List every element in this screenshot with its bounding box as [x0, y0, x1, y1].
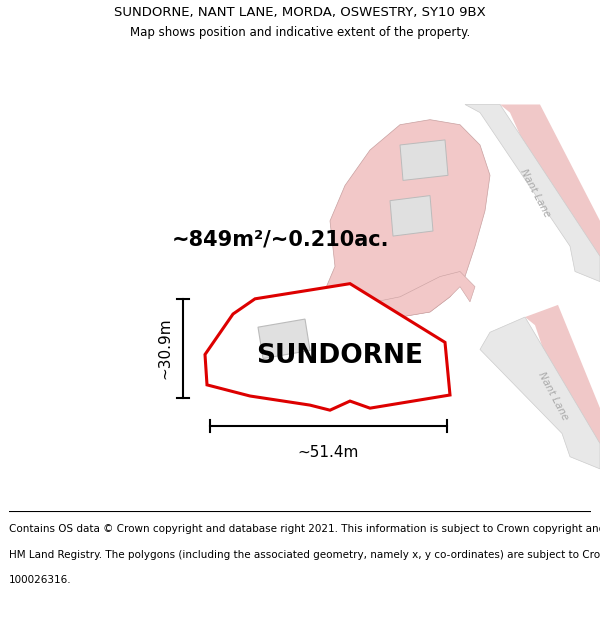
Text: ~30.9m: ~30.9m — [157, 318, 173, 379]
Text: 100026316.: 100026316. — [9, 574, 71, 584]
Text: ~849m²/~0.210ac.: ~849m²/~0.210ac. — [171, 229, 389, 249]
Polygon shape — [480, 317, 600, 469]
Text: Nant Lane: Nant Lane — [536, 370, 570, 422]
Text: HM Land Registry. The polygons (including the associated geometry, namely x, y c: HM Land Registry. The polygons (includin… — [9, 549, 600, 559]
Polygon shape — [400, 140, 448, 181]
Text: Nant Lane: Nant Lane — [518, 168, 552, 219]
Polygon shape — [320, 119, 490, 317]
Polygon shape — [370, 271, 475, 317]
Polygon shape — [465, 104, 600, 282]
Text: Map shows position and indicative extent of the property.: Map shows position and indicative extent… — [130, 26, 470, 39]
Polygon shape — [500, 104, 600, 256]
Text: Contains OS data © Crown copyright and database right 2021. This information is : Contains OS data © Crown copyright and d… — [9, 524, 600, 534]
Text: SUNDORNE: SUNDORNE — [257, 342, 424, 369]
Polygon shape — [525, 305, 600, 444]
Text: ~51.4m: ~51.4m — [298, 444, 359, 459]
Polygon shape — [258, 319, 310, 359]
Polygon shape — [205, 284, 450, 410]
Polygon shape — [390, 196, 433, 236]
Text: SUNDORNE, NANT LANE, MORDA, OSWESTRY, SY10 9BX: SUNDORNE, NANT LANE, MORDA, OSWESTRY, SY… — [114, 6, 486, 19]
